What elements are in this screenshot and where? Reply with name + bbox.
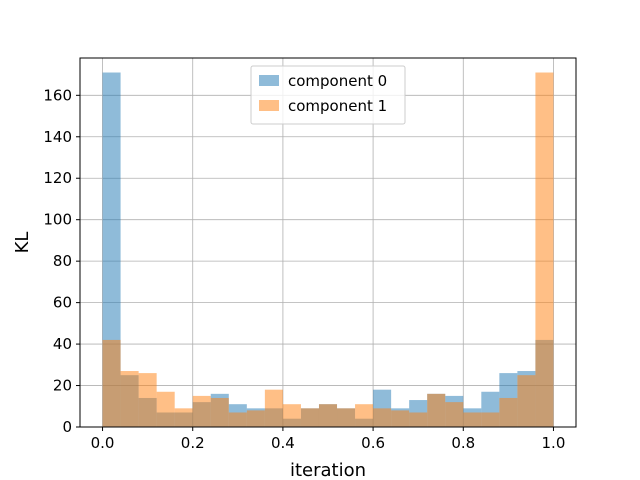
- histogram-bar-series-1: [318, 404, 338, 427]
- histogram-bar-series-1: [355, 404, 374, 427]
- histogram-bar-series-1: [499, 397, 518, 427]
- y-tick-label: 0: [62, 418, 72, 436]
- x-tick-label: 0.4: [271, 434, 295, 452]
- legend-label: component 1: [288, 97, 387, 115]
- histogram-bar-series-1: [102, 339, 121, 427]
- histogram-bar-series-1: [391, 410, 410, 427]
- legend-box: [250, 65, 406, 125]
- histogram-bar-series-1: [138, 373, 157, 427]
- y-tick-label: 100: [43, 211, 72, 229]
- histogram-bar-series-1: [282, 404, 301, 427]
- histogram-bar-series-1: [445, 402, 464, 427]
- ticks: 0.0 0.2 0.4 0.6 0.8 1.0 0 20 40 60 80 100 120 140 160: [43, 86, 565, 452]
- histogram-bar-series-1: [246, 410, 265, 427]
- histogram-bar-series-0: [102, 72, 121, 428]
- x-tick-label: 0.8: [451, 434, 475, 452]
- y-tick-label: 140: [43, 128, 72, 146]
- x-tick-label: 0.2: [181, 434, 205, 452]
- bars: [102, 72, 554, 428]
- histogram-bar-series-1: [427, 393, 446, 427]
- histogram-bar-series-1: [517, 375, 536, 427]
- y-tick-label: 80: [53, 252, 72, 270]
- histogram-bar-series-1: [156, 391, 175, 427]
- x-tick-label: 0.0: [91, 434, 115, 452]
- x-tick-label: 1.0: [542, 434, 566, 452]
- y-tick-label: 120: [43, 169, 72, 187]
- y-tick-label: 160: [43, 86, 72, 104]
- histogram-bar-series-1: [300, 408, 319, 427]
- plot-frame: [79, 57, 577, 428]
- histogram-bar-series-1: [120, 371, 139, 427]
- y-tick-label: 40: [53, 335, 72, 353]
- legend-label: component 0: [288, 72, 387, 90]
- histogram-bar-series-1: [373, 408, 392, 427]
- histogram-bar-series-1: [210, 397, 229, 427]
- x-axis-label: iteration: [290, 460, 366, 480]
- histogram-bar-series-1: [409, 412, 428, 427]
- legend-swatch: [259, 100, 279, 111]
- histogram-bar-series-1: [535, 72, 554, 428]
- histogram-bar-series-1: [174, 408, 193, 427]
- y-tick-label: 60: [53, 294, 72, 312]
- legend-swatch: [259, 75, 279, 86]
- histogram-bar-series-1: [481, 412, 500, 427]
- histogram-bar-series-1: [463, 412, 482, 427]
- y-axis-label: KL: [12, 232, 33, 254]
- histogram-bar-series-1: [337, 408, 356, 427]
- y-tick-label: 20: [53, 377, 72, 395]
- histogram-bar-series-1: [192, 395, 211, 427]
- legend: component 0 component 1: [250, 65, 406, 125]
- histogram-bar-series-1: [228, 412, 247, 427]
- histogram-bar-series-1: [264, 389, 283, 427]
- x-tick-label: 0.6: [361, 434, 385, 452]
